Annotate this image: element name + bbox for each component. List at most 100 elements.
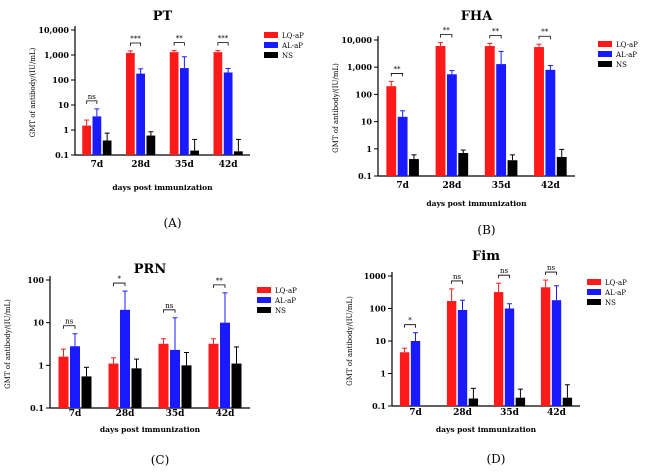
legend-label: LQ-aP [282, 32, 304, 40]
bar-al-ap-7d [397, 116, 408, 176]
panel-pt: PT 0.1 1 10 100 1,000 10,000 GMT of antibody/(I… [29, 9, 304, 230]
y-tick-label: 10 [375, 336, 387, 346]
bar-ns-28d [131, 368, 142, 408]
bar-al-ap-42d [220, 322, 230, 408]
significance-label: * [118, 275, 122, 283]
bar-lq-ap-35d [169, 52, 179, 156]
legend-label: LQ-aP [275, 287, 297, 295]
x-tick-label: 35d [175, 160, 195, 170]
bar-ns-35d [190, 150, 199, 155]
bar-lq-ap-35d [493, 292, 504, 406]
legend-swatch-ns [264, 52, 278, 58]
significance-label: ** [541, 28, 549, 36]
y-tick-label: 0.1 [358, 171, 372, 181]
bar-al-ap-7d [92, 116, 102, 155]
legend-swatch-al-ap [587, 289, 601, 295]
legend-label: AL-aP [274, 297, 296, 305]
legend-label: NS [275, 307, 286, 315]
legend-swatch-al-ap [264, 42, 278, 48]
legend-swatch-ns [598, 61, 612, 67]
legend-label: AL-aP [281, 42, 303, 50]
bar-lq-ap-28d [126, 53, 135, 155]
x-tick-label: 28d [453, 408, 473, 418]
significance-label: *** [130, 35, 141, 43]
legend-label: LQ-aP [616, 41, 638, 49]
legend-swatch-lq-ap [257, 287, 271, 293]
significance-label: ** [393, 65, 401, 73]
legend-swatch-lq-ap [598, 41, 612, 47]
legend-swatch-al-ap [257, 297, 271, 303]
y-tick-label: 100 [52, 75, 69, 85]
legend-swatch-ns [587, 299, 601, 305]
bar-al-ap-35d [496, 64, 507, 176]
bar-lq-ap-28d [446, 301, 457, 406]
bar-ns-35d [181, 365, 192, 408]
legend-label: LQ-aP [605, 279, 627, 287]
bar-lq-ap-7d [399, 352, 410, 406]
significance-label: ns [453, 273, 462, 281]
y-tick-label: 1,000 [347, 62, 372, 72]
panel-fim: Fim 0.1 1 10 100 1000 GMT of antibody/(IU/mL) 7… [346, 249, 627, 466]
legend-label: AL-aP [615, 51, 637, 59]
significance-bracket [390, 73, 404, 77]
bar-lq-ap-35d [158, 343, 169, 408]
x-axis-label: days post immunization [112, 183, 213, 192]
bar-ns-7d [102, 140, 112, 155]
x-tick-label: 7d [91, 160, 104, 170]
x-tick-label: 42d [216, 409, 236, 419]
bar-al-ap-28d [120, 309, 130, 408]
y-tick-label: 1 [38, 360, 44, 370]
panel-title: PRN [134, 262, 167, 277]
panel-title: FHA [461, 9, 494, 24]
y-tick-label: 0.1 [30, 403, 44, 413]
y-axis-label: GMT of antibody/(IU/mL) [29, 47, 37, 137]
panel-fha: FHA 0.1 1 10 100 1,000 10,000 GMT of antibody/(… [332, 9, 638, 237]
bar-ns-42d [556, 156, 567, 176]
bar-lq-ap-7d [386, 86, 397, 176]
legend-label: AL-aP [604, 289, 626, 297]
significance-bracket [173, 42, 185, 46]
significance-bracket [489, 34, 502, 39]
bar-al-ap-42d [545, 69, 556, 176]
significance-bracket [451, 280, 463, 284]
significance-label: ns [88, 93, 97, 101]
legend-swatch-lq-ap [587, 279, 601, 285]
significance-bracket [63, 325, 76, 329]
y-axis-label: GMT of antibody/(IU/mL) [346, 296, 354, 386]
significance-label: ns [547, 264, 556, 272]
panel-letter: (C) [151, 453, 170, 467]
bar-al-ap-7d [410, 341, 421, 406]
bar-ns-28d [458, 153, 469, 176]
panel-letter: (B) [477, 223, 495, 237]
x-tick-label: 7d [409, 408, 422, 418]
y-tick-label: 10 [361, 117, 373, 127]
panel-title: PT [153, 9, 173, 24]
bar-al-ap-28d [446, 74, 457, 176]
significance-bracket [440, 34, 453, 38]
bar-lq-ap-42d [534, 47, 544, 176]
significance-label: * [408, 317, 412, 325]
significance-bracket [217, 42, 229, 46]
y-tick-label: 0.1 [372, 401, 386, 411]
panel-title: Fim [472, 249, 500, 264]
significance-bracket [213, 284, 226, 288]
bar-ns-28d [146, 135, 156, 155]
x-tick-label: 7d [396, 181, 409, 191]
x-axis-label: days post immunization [100, 425, 201, 434]
bar-ns-28d [468, 398, 479, 406]
y-tick-label: 1000 [364, 271, 387, 281]
bar-al-ap-35d [170, 349, 180, 408]
significance-label: ** [216, 277, 224, 285]
x-tick-label: 28d [131, 160, 151, 170]
bar-al-ap-7d [70, 346, 80, 408]
y-tick-label: 10,000 [38, 25, 69, 35]
y-axis-label: GMT of antibody/(IU/mL) [4, 299, 12, 389]
legend-swatch-lq-ap [264, 32, 278, 38]
legend-label: NS [282, 52, 293, 60]
bar-al-ap-28d [457, 309, 468, 406]
y-tick-label: 10 [33, 318, 45, 328]
bar-ns-7d [409, 159, 419, 176]
significance-bracket [86, 100, 98, 104]
x-tick-label: 28d [116, 409, 136, 419]
x-axis-label: days post immunization [436, 425, 537, 434]
